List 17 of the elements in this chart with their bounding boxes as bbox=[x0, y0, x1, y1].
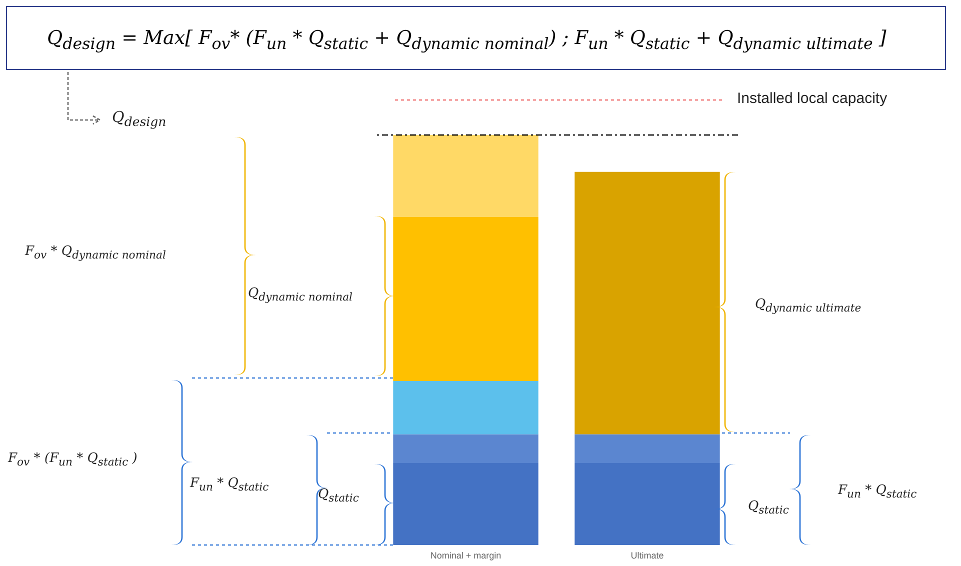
text: F$_{un}$ * Q$_{static}$ bbox=[190, 476, 269, 494]
text: F$_{ov}$ * (F$_{un}$ * Q$_{static}$ ) bbox=[8, 451, 138, 469]
text: F$_{ov}$ * Q$_{dynamic nominal}$ bbox=[25, 244, 166, 262]
bar bbox=[574, 434, 720, 463]
text: Q$_{dynamic nominal}$ bbox=[248, 286, 353, 304]
bar bbox=[393, 381, 538, 434]
bar bbox=[393, 434, 538, 463]
text: Q$_{static}$ bbox=[748, 499, 789, 517]
text: Q$_{static}$ bbox=[318, 487, 359, 505]
text: F$_{un}$ * Q$_{static}$ bbox=[838, 483, 917, 501]
chart-title: Q$_{design}$ = Max[ F$_{ov}$* (F$_{un}$ * Q$_{static}$ + Q$_{dynamic nominal}$) ; F$_{un}$ * Q$_{static}$ + Q$_{dynamic ultimate}$ ] bbox=[47, 27, 886, 53]
ref-line-label: Q$_{design}$ bbox=[112, 108, 166, 129]
text: Installed local capacity bbox=[737, 90, 888, 107]
x-tick-label: Nominal + margin bbox=[430, 550, 502, 560]
bar bbox=[393, 135, 538, 217]
text: Q$_{dynamic ultimate}$ bbox=[755, 297, 862, 315]
x-tick-label: Ultimate bbox=[630, 550, 664, 560]
